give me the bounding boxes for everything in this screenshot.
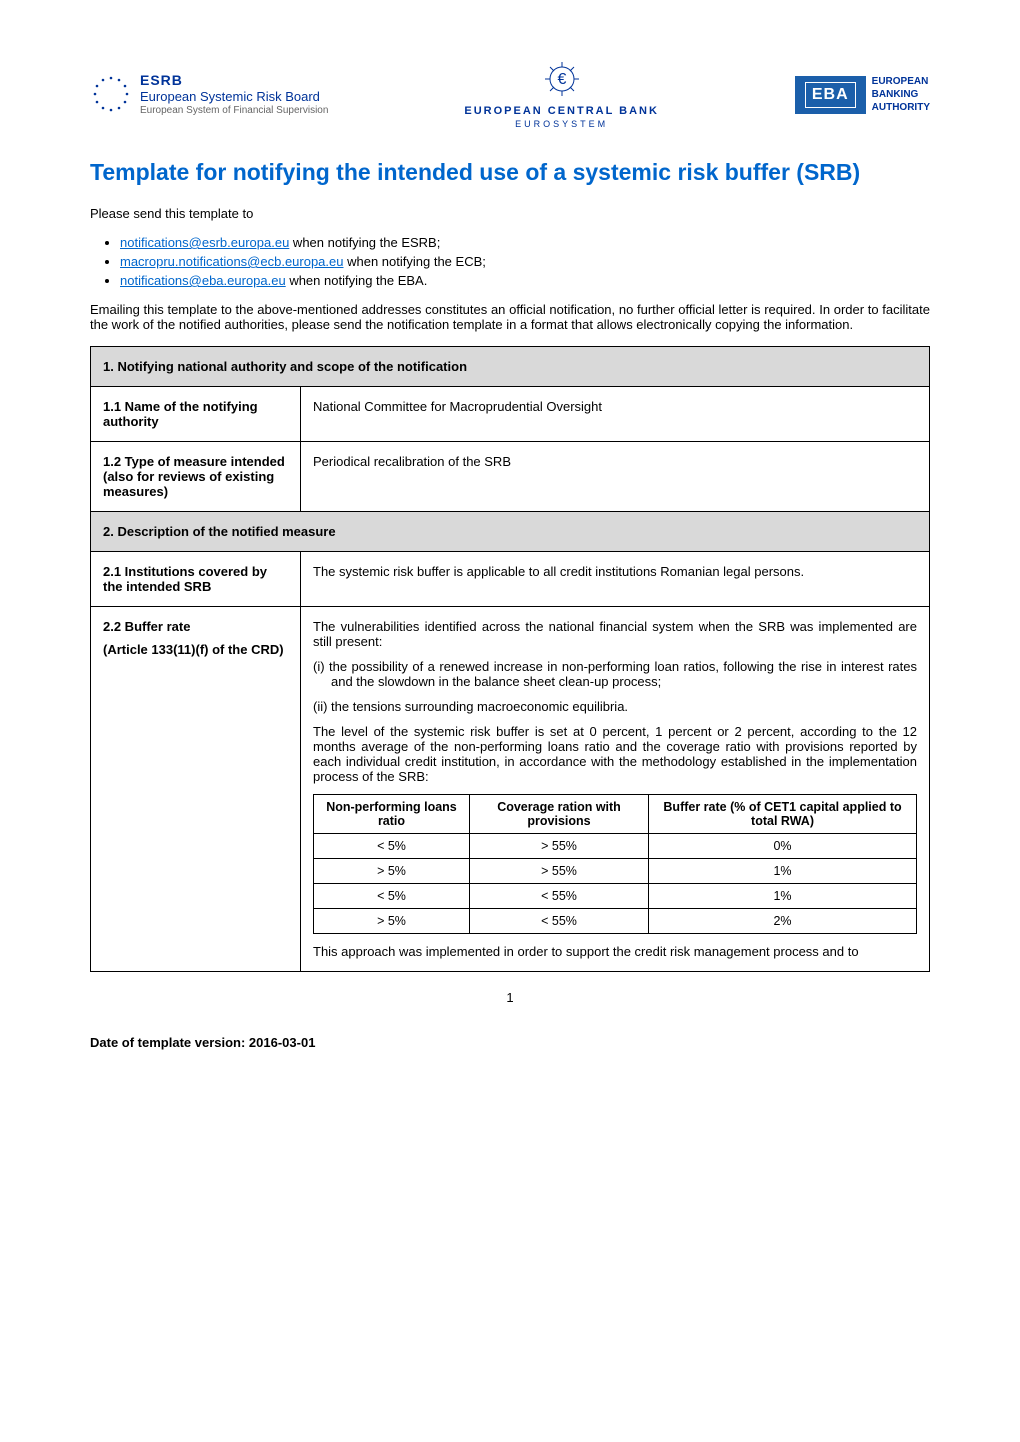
logos-row: ESRB European Systemic Risk Board Europe… (90, 60, 930, 129)
bullet-tail-2: when notifying the EBA. (286, 273, 428, 288)
bullet-link-1[interactable]: macropru.notifications@ecb.europa.eu (120, 254, 344, 269)
section2-header: 2. Description of the notified measure (91, 512, 930, 552)
inner-cell: 0% (649, 834, 917, 859)
ecb-line2: EUROSYSTEM (464, 119, 659, 129)
s2-row2-content: The vulnerabilities identified across th… (301, 607, 930, 972)
inner-th-1: Coverage ration with provisions (469, 795, 648, 834)
s1-row1-value: National Committee for Macroprudential O… (301, 387, 930, 442)
inner-cell: > 5% (314, 909, 470, 934)
s2-row1-value: The systemic risk buffer is applicable t… (301, 552, 930, 607)
s2-row1-label: 2.1 Institutions covered by the intended… (91, 552, 301, 607)
bullet-item: notifications@esrb.europa.eu when notify… (120, 235, 930, 250)
eba-logo: EBA EUROPEAN BANKING AUTHORITY (795, 75, 930, 114)
bullet-tail-0: when notifying the ESRB; (289, 235, 440, 250)
inner-cell: > 55% (469, 859, 648, 884)
inner-cell: > 55% (469, 834, 648, 859)
s2-para4: The level of the systemic risk buffer is… (313, 724, 917, 784)
inner-cell: < 55% (469, 884, 648, 909)
inner-cell: 1% (649, 884, 917, 909)
main-table: 1. Notifying national authority and scop… (90, 346, 930, 972)
eba-badge-text: EBA (805, 82, 856, 108)
svg-text:€: € (557, 71, 566, 88)
s1-row2-label: 1.2 Type of measure intended (also for r… (91, 442, 301, 512)
inner-cell: < 55% (469, 909, 648, 934)
s2-para1: The vulnerabilities identified across th… (313, 619, 917, 649)
page-title: Template for notifying the intended use … (90, 159, 930, 186)
inner-cell: < 5% (314, 884, 470, 909)
s2-para2: (i) the possibility of a renewed increas… (313, 659, 917, 689)
s1-row1-label: 1.1 Name of the notifying authority (91, 387, 301, 442)
inner-th-2: Buffer rate (% of CET1 capital applied t… (649, 795, 917, 834)
intro-para: Emailing this template to the above-ment… (90, 302, 930, 332)
esrb-line3: European System of Financial Supervision (140, 105, 328, 117)
page-number: 1 (90, 990, 930, 1005)
section1-header: 1. Notifying national authority and scop… (91, 347, 930, 387)
inner-th-0: Non-performing loans ratio (314, 795, 470, 834)
ecb-logo: € EUROPEAN CENTRAL BANK EUROSYSTEM (464, 60, 659, 129)
s2-row2-label-main: 2.2 Buffer rate (103, 619, 288, 634)
s2-para5: This approach was implemented in order t… (313, 944, 917, 959)
eba-line3: AUTHORITY (872, 101, 930, 114)
eba-badge: EBA (795, 76, 866, 114)
eu-stars-icon (90, 73, 132, 115)
s2-row2-label: 2.2 Buffer rate (Article 133(11)(f) of t… (91, 607, 301, 972)
bullet-tail-1: when notifying the ECB; (344, 254, 486, 269)
s1-row2-value: Periodical recalibration of the SRB (301, 442, 930, 512)
bullet-link-0[interactable]: notifications@esrb.europa.eu (120, 235, 289, 250)
esrb-logo: ESRB European Systemic Risk Board Europe… (90, 72, 328, 116)
bullet-list: notifications@esrb.europa.eu when notify… (120, 235, 930, 288)
esrb-line2: European Systemic Risk Board (140, 89, 328, 105)
bullet-link-2[interactable]: notifications@eba.europa.eu (120, 273, 286, 288)
ecb-line1: EUROPEAN CENTRAL BANK (464, 105, 659, 117)
esrb-line1: ESRB (140, 72, 328, 89)
inner-cell: 2% (649, 909, 917, 934)
eba-line1: EUROPEAN (872, 75, 930, 88)
eba-line2: BANKING (872, 88, 930, 101)
inner-cell: > 5% (314, 859, 470, 884)
footer-text: Date of template version: 2016-03-01 (90, 1035, 930, 1050)
s2-row2-sublabel: (Article 133(11)(f) of the CRD) (103, 642, 288, 657)
intro-line: Please send this template to (90, 206, 930, 221)
inner-cell: 1% (649, 859, 917, 884)
s2-para3: (ii) the tensions surrounding macroecono… (313, 699, 917, 714)
inner-cell: < 5% (314, 834, 470, 859)
buffer-rate-table: Non-performing loans ratio Coverage rati… (313, 794, 917, 934)
bullet-item: notifications@eba.europa.eu when notifyi… (120, 273, 930, 288)
bullet-item: macropru.notifications@ecb.europa.eu whe… (120, 254, 930, 269)
ecb-euro-icon: € (464, 60, 659, 101)
